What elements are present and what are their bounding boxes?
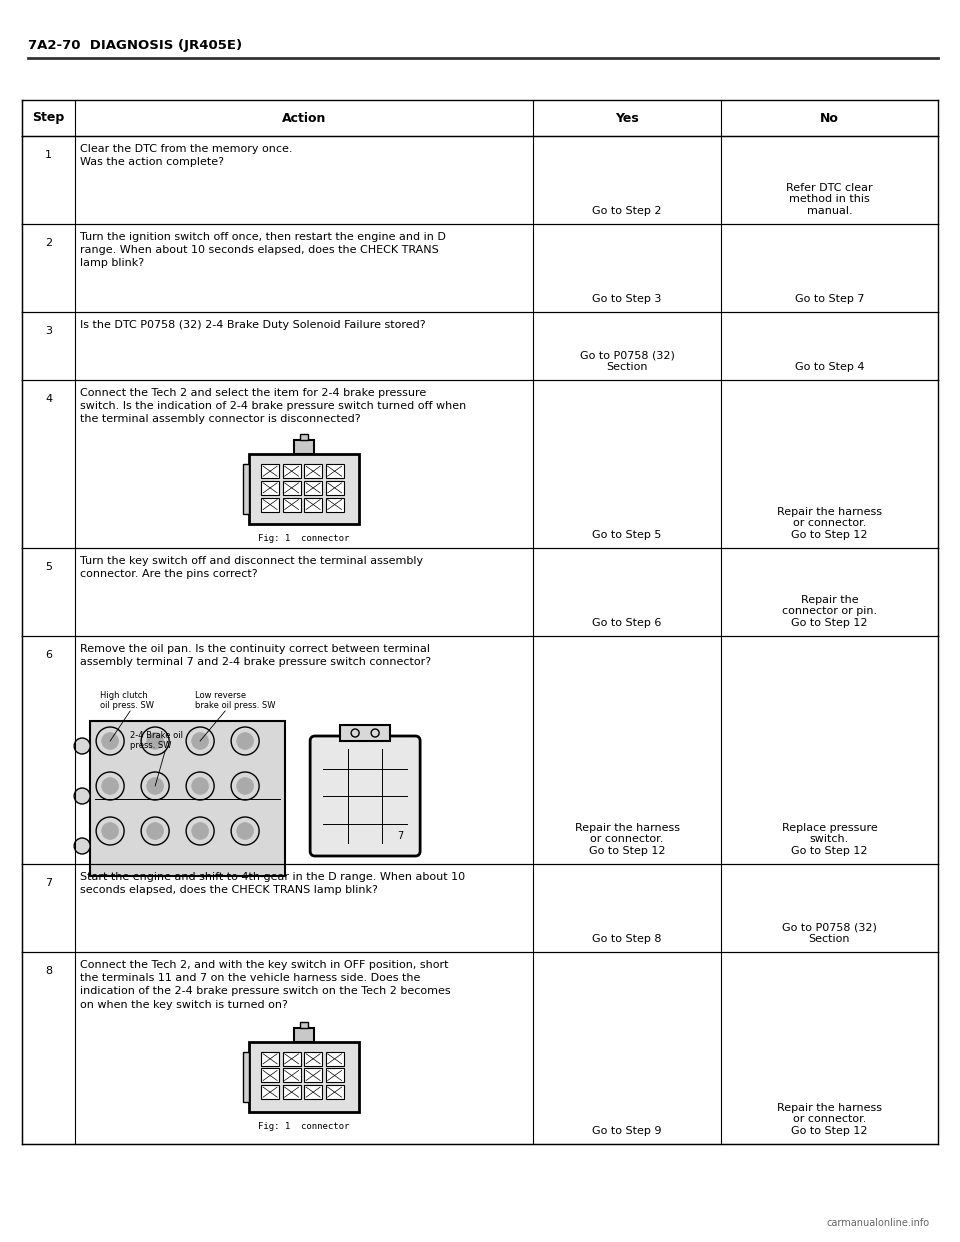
Text: High clutch
oil press. SW: High clutch oil press. SW (100, 691, 155, 710)
Text: 4: 4 (45, 394, 52, 404)
Circle shape (102, 822, 118, 840)
Text: Go to Step 8: Go to Step 8 (592, 934, 661, 944)
Text: Go to Step 4: Go to Step 4 (795, 361, 864, 373)
Text: 6: 6 (45, 650, 52, 660)
Bar (243, 1052, 250, 1102)
Bar (325, 465, 344, 478)
Text: Step: Step (33, 112, 64, 124)
Text: Go to P0758 (32)
Section: Go to P0758 (32) Section (580, 350, 675, 373)
Text: 2-4 Brake oil
press. SW: 2-4 Brake oil press. SW (131, 732, 183, 750)
Text: Go to Step 9: Go to Step 9 (592, 1126, 661, 1136)
Bar (243, 465, 250, 514)
Bar (261, 1068, 279, 1083)
Text: 5: 5 (45, 561, 52, 573)
Circle shape (74, 787, 90, 804)
Text: Fig: 1  connector: Fig: 1 connector (258, 534, 349, 543)
Text: Repair the
connector or pin.
Go to Step 12: Repair the connector or pin. Go to Step … (781, 595, 877, 628)
Text: Action: Action (282, 112, 326, 124)
Text: Replace pressure
switch.
Go to Step 12: Replace pressure switch. Go to Step 12 (781, 822, 877, 856)
Circle shape (74, 738, 90, 754)
Text: Low reverse
brake oil press. SW: Low reverse brake oil press. SW (195, 691, 276, 710)
Text: Go to Step 7: Go to Step 7 (795, 294, 864, 304)
Bar (300, 435, 308, 440)
Bar (304, 465, 323, 478)
Text: 7A2-70  DIAGNOSIS (JR405E): 7A2-70 DIAGNOSIS (JR405E) (28, 39, 242, 52)
Bar (250, 1042, 359, 1112)
Bar (304, 481, 323, 494)
Text: 3: 3 (45, 325, 52, 337)
Bar (282, 1052, 300, 1066)
Circle shape (192, 777, 208, 795)
Text: Go to Step 6: Go to Step 6 (592, 619, 661, 628)
Bar (282, 1068, 300, 1083)
Text: Remove the oil pan. Is the continuity correct between terminal
assembly terminal: Remove the oil pan. Is the continuity co… (80, 645, 431, 667)
Circle shape (74, 838, 90, 854)
Text: carmanualonline.info: carmanualonline.info (827, 1218, 930, 1228)
Bar (304, 498, 323, 512)
Bar (325, 481, 344, 494)
Bar (304, 1086, 323, 1099)
Text: Repair the harness
or connector.
Go to Step 12: Repair the harness or connector. Go to S… (777, 507, 882, 540)
Bar (325, 1086, 344, 1099)
Bar (282, 1086, 300, 1099)
Circle shape (102, 777, 118, 795)
Text: Go to Step 2: Go to Step 2 (592, 206, 661, 216)
Text: Start the engine and shift to 4th gear in the D range. When about 10
seconds ela: Start the engine and shift to 4th gear i… (80, 872, 466, 895)
Text: 8: 8 (45, 966, 52, 976)
Text: Turn the key switch off and disconnect the terminal assembly
connector. Are the : Turn the key switch off and disconnect t… (80, 556, 423, 579)
Text: 7: 7 (396, 831, 403, 841)
Bar (261, 498, 279, 512)
Text: Turn the ignition switch off once, then restart the engine and in D
range. When : Turn the ignition switch off once, then … (80, 232, 446, 268)
Bar (261, 1086, 279, 1099)
Circle shape (237, 777, 253, 795)
Bar (300, 1022, 308, 1028)
Bar (282, 465, 300, 478)
Text: Is the DTC P0758 (32) 2-4 Brake Duty Solenoid Failure stored?: Is the DTC P0758 (32) 2-4 Brake Duty Sol… (80, 320, 425, 330)
Circle shape (237, 822, 253, 840)
Text: Connect the Tech 2 and select the item for 2-4 brake pressure
switch. Is the ind: Connect the Tech 2 and select the item f… (80, 388, 467, 425)
Text: 2: 2 (45, 238, 52, 248)
Bar (250, 455, 359, 524)
Bar (325, 1052, 344, 1066)
Circle shape (192, 733, 208, 749)
Text: Refer DTC clear
method in this
manual.: Refer DTC clear method in this manual. (786, 183, 873, 216)
Text: Go to P0758 (32)
Section: Go to P0758 (32) Section (782, 923, 876, 944)
Text: 7: 7 (45, 878, 52, 888)
Text: Clear the DTC from the memory once.
Was the action complete?: Clear the DTC from the memory once. Was … (80, 144, 293, 168)
Bar (282, 498, 300, 512)
Bar (340, 725, 390, 741)
Circle shape (192, 822, 208, 840)
Text: Connect the Tech 2, and with the key switch in OFF position, short
the terminals: Connect the Tech 2, and with the key swi… (80, 960, 451, 1010)
Bar (325, 1068, 344, 1083)
Text: No: No (820, 112, 839, 124)
Text: Go to Step 3: Go to Step 3 (592, 294, 661, 304)
Bar (325, 498, 344, 512)
Bar (294, 440, 314, 455)
Circle shape (102, 733, 118, 749)
Text: 1: 1 (45, 150, 52, 160)
FancyBboxPatch shape (310, 737, 420, 856)
Text: Go to Step 5: Go to Step 5 (592, 530, 661, 540)
Circle shape (147, 777, 163, 795)
Bar (261, 481, 279, 494)
Bar (261, 465, 279, 478)
Text: Fig: 1  connector: Fig: 1 connector (258, 1122, 349, 1130)
Text: Yes: Yes (615, 112, 639, 124)
Bar (261, 1052, 279, 1066)
Text: Repair the harness
or connector.
Go to Step 12: Repair the harness or connector. Go to S… (777, 1103, 882, 1136)
Circle shape (147, 733, 163, 749)
Bar (90, 722, 285, 876)
Bar (282, 481, 300, 494)
Circle shape (237, 733, 253, 749)
Circle shape (147, 822, 163, 840)
Text: Repair the harness
or connector.
Go to Step 12: Repair the harness or connector. Go to S… (574, 822, 680, 856)
Bar (294, 1028, 314, 1042)
Bar (304, 1068, 323, 1083)
Bar (304, 1052, 323, 1066)
